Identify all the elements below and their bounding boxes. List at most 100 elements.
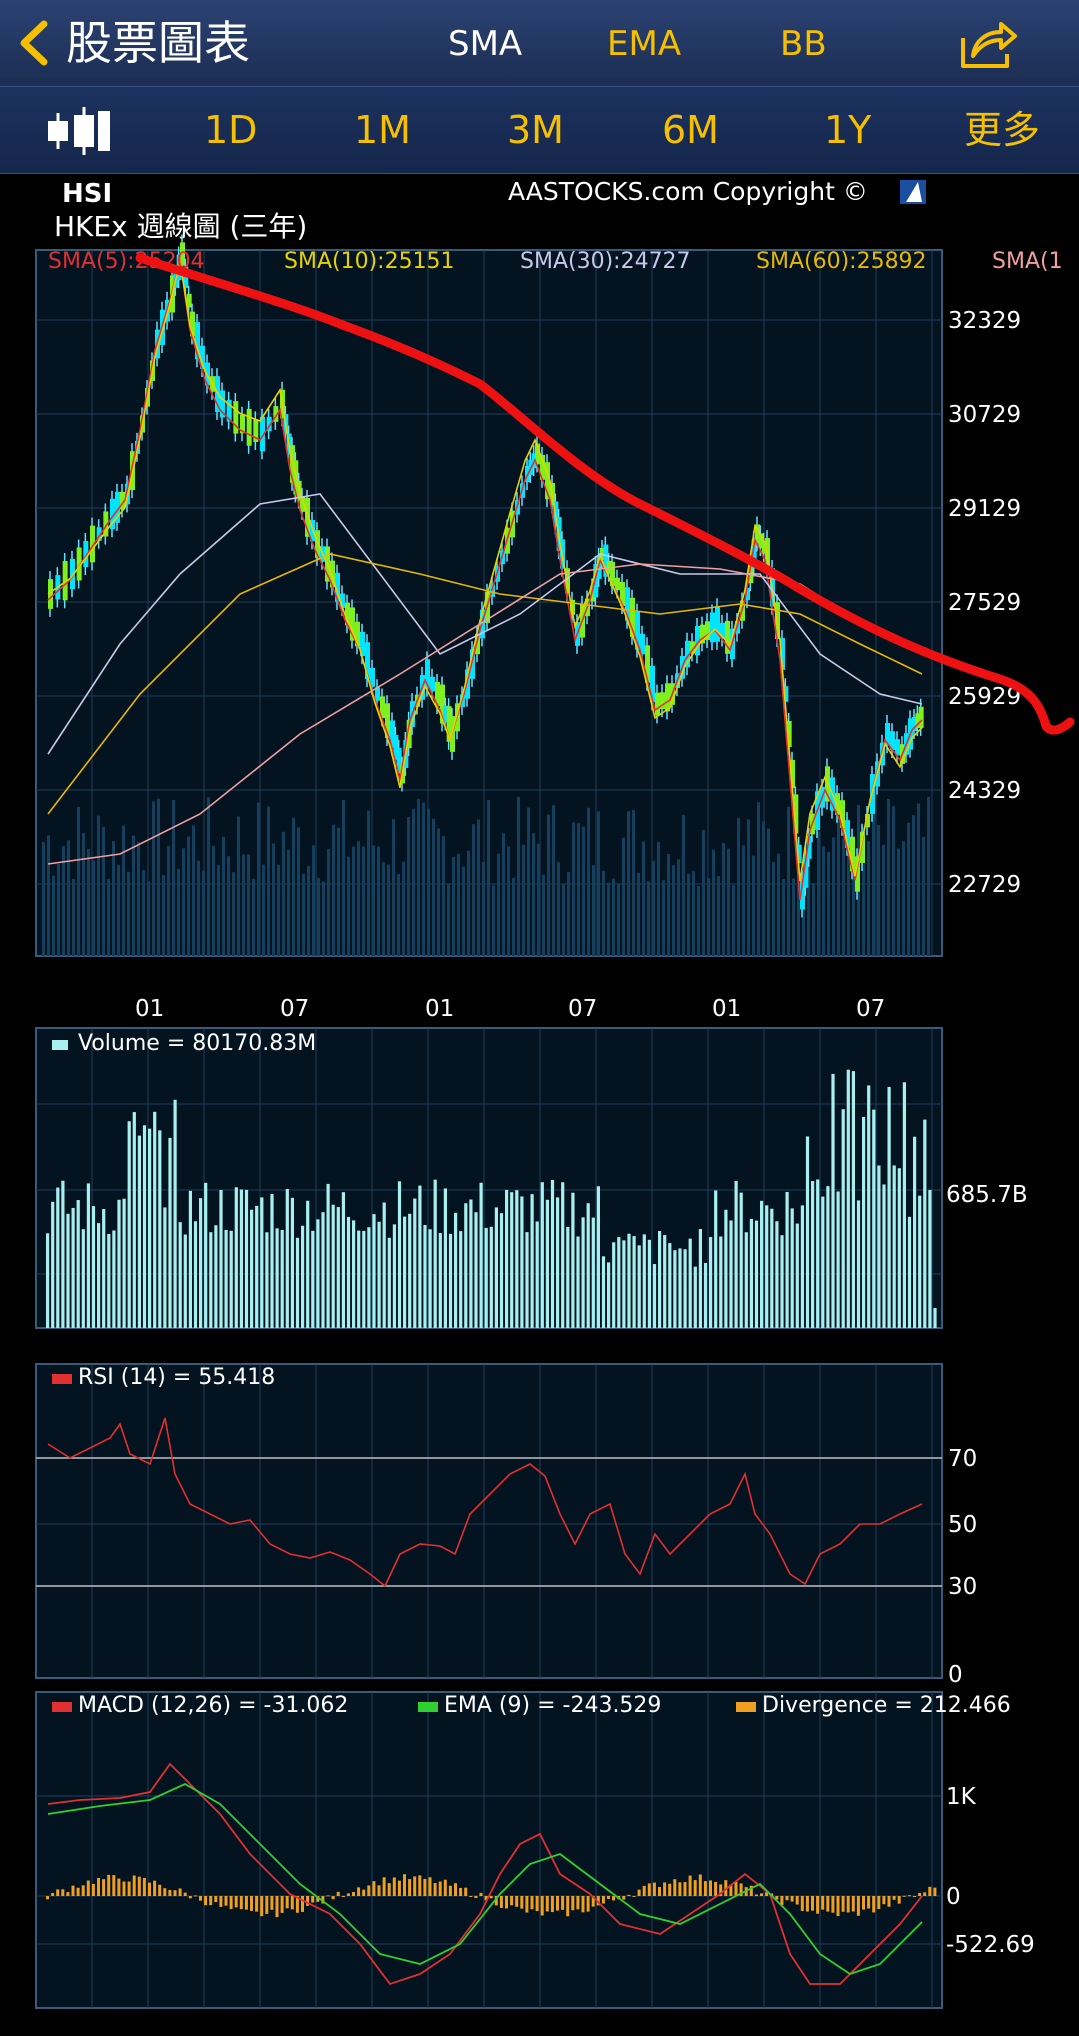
divergence-bar xyxy=(494,1896,498,1906)
background-volume-bar xyxy=(482,861,485,956)
divergence-bar xyxy=(306,1896,310,1906)
volume-bar xyxy=(816,1179,820,1328)
volume-bar xyxy=(357,1230,361,1328)
background-volume-bar xyxy=(52,875,55,956)
background-volume-bar xyxy=(722,842,725,956)
divergence-bar xyxy=(403,1874,406,1896)
candle-body xyxy=(786,720,792,748)
volume-bar xyxy=(596,1186,600,1328)
volume-bar xyxy=(744,1232,748,1328)
divergence-bar xyxy=(219,1896,223,1907)
divergence-bar xyxy=(352,1892,355,1896)
macd-legend-item: Divergence = 212.466 xyxy=(762,1693,1011,1718)
rsi-tick-label: 30 xyxy=(948,1574,977,1600)
candle-body xyxy=(590,586,595,602)
volume-bar xyxy=(229,1230,233,1328)
candle-body xyxy=(751,539,757,569)
range-1d-button[interactable]: 1D xyxy=(204,108,258,152)
divergence-bar xyxy=(459,1887,463,1896)
date-axis: 01 07 01 07 01 07 xyxy=(135,996,885,1022)
candle-body xyxy=(845,820,850,848)
divergence-bar xyxy=(331,1896,335,1900)
divergence-bar xyxy=(132,1875,136,1896)
divergence-bar xyxy=(56,1889,60,1896)
background-volume-bar xyxy=(832,837,835,956)
volume-bar xyxy=(397,1181,402,1328)
candle-body xyxy=(62,561,68,601)
background-volume-bar xyxy=(267,806,270,956)
background-volume-bar xyxy=(492,885,495,956)
volume-bar xyxy=(219,1190,223,1328)
share-icon[interactable] xyxy=(955,14,1019,74)
background-volume-bar xyxy=(812,883,815,956)
range-6m-button[interactable]: 6M xyxy=(662,108,719,152)
background-volume-bar xyxy=(742,845,745,956)
volume-bar xyxy=(683,1249,687,1328)
candle-body xyxy=(390,720,395,748)
divergence-bar xyxy=(321,1896,325,1904)
divergence-bar xyxy=(510,1896,514,1906)
volume-bar xyxy=(693,1266,697,1328)
background-volume-bar xyxy=(692,871,695,956)
volume-bar xyxy=(392,1224,396,1328)
volume-bar xyxy=(448,1233,453,1328)
divergence-bar xyxy=(173,1890,177,1896)
divergence-bar xyxy=(316,1896,320,1902)
volume-bar xyxy=(800,1205,804,1328)
volume-bar xyxy=(775,1221,779,1328)
candle-body xyxy=(625,587,630,621)
candle-body xyxy=(446,706,452,742)
volume-bar xyxy=(928,1189,932,1328)
background-volume-bar xyxy=(807,858,810,956)
volume-bar xyxy=(617,1237,621,1328)
candle-body xyxy=(375,687,380,701)
candlestick-icon[interactable] xyxy=(44,103,110,159)
volume-bar xyxy=(530,1194,534,1328)
background-volume-bar xyxy=(437,828,440,956)
background-volume-bar xyxy=(522,844,525,956)
sma-button[interactable]: SMA xyxy=(448,24,523,64)
background-volume-bar xyxy=(162,875,165,956)
range-1m-button[interactable]: 1M xyxy=(354,108,411,152)
volume-bar xyxy=(367,1227,371,1328)
sma-lines xyxy=(47,259,923,901)
volume-bar xyxy=(622,1240,626,1328)
volume-bar xyxy=(71,1207,75,1328)
range-more-button[interactable]: 更多 xyxy=(964,108,1041,152)
volume-bar xyxy=(464,1203,468,1328)
volume-bar xyxy=(142,1125,147,1328)
divergence-bar xyxy=(97,1877,100,1896)
divergence-bar xyxy=(285,1896,289,1909)
background-volume-bar xyxy=(562,883,565,956)
date-tick-label: 07 xyxy=(280,996,309,1022)
volume-bar xyxy=(647,1239,651,1328)
background-volume-bar xyxy=(457,853,460,956)
candle-body xyxy=(246,408,252,446)
volume-bar xyxy=(107,1234,111,1328)
divergence-bar xyxy=(658,1886,661,1896)
divergence-bar xyxy=(372,1881,376,1896)
volume-bar xyxy=(193,1221,198,1328)
volume-bar xyxy=(382,1202,386,1328)
divergence-bar xyxy=(892,1896,896,1900)
divergence-bar xyxy=(107,1874,111,1896)
volume-bar xyxy=(831,1073,835,1328)
chevron-left-icon[interactable] xyxy=(14,16,54,70)
background-volume-bar xyxy=(92,860,95,956)
volume-bar xyxy=(612,1242,616,1328)
divergence-bar xyxy=(882,1896,886,1905)
bb-button[interactable]: BB xyxy=(780,24,827,64)
volume-bar xyxy=(56,1187,60,1328)
volume-bar xyxy=(209,1232,213,1328)
background-volume-bar xyxy=(247,854,250,956)
stock-chart[interactable]: HSI HKEx 週線圖 (三年) AASTOCKS.com Copyright… xyxy=(0,174,1079,2032)
divergence-bar xyxy=(418,1875,422,1896)
rsi-tick-label: 50 xyxy=(948,1512,977,1538)
range-1y-button[interactable]: 1Y xyxy=(824,108,872,152)
background-volume-bar xyxy=(77,806,80,956)
ema-button[interactable]: EMA xyxy=(607,24,682,64)
range-3m-button[interactable]: 3M xyxy=(507,108,564,152)
divergence-bar xyxy=(765,1892,769,1896)
background-volume-bar xyxy=(867,841,870,956)
volume-tick: 685.7B xyxy=(946,1182,1028,1208)
